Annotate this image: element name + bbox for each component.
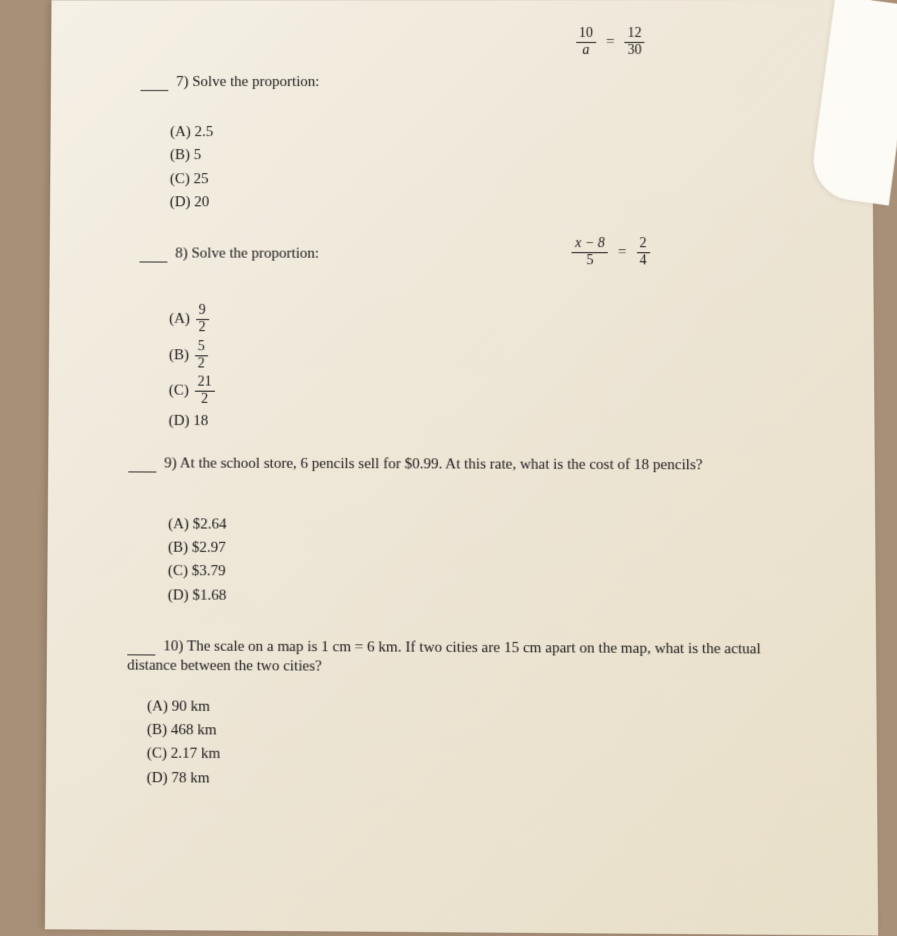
q8-option-d[interactable]: (D) 18: [169, 412, 834, 432]
q7-option-a[interactable]: (A) 2.5: [170, 121, 832, 145]
equals-sign: =: [618, 244, 627, 261]
q8-lhs-den: 5: [572, 253, 608, 269]
q8-option-b[interactable]: (B) 52: [169, 339, 834, 374]
q8-options: (A) 92 (B) 52 (C) 212 (D) 18: [169, 303, 834, 432]
q9-options: (A) $2.64 (B) $2.97 (C) $3.79 (D) $1.68: [168, 513, 835, 611]
q7-options: (A) 2.5 (B) 5 (C) 25 (D) 20: [170, 121, 833, 215]
q8-lhs-num: x − 8: [572, 236, 608, 253]
q7-lhs-den: a: [576, 43, 596, 59]
q9-option-a[interactable]: (A) $2.64: [168, 513, 835, 539]
q10-options: (A) 90 km (B) 468 km (C) 2.17 km (D) 78 …: [147, 695, 837, 794]
q10-prompt-line1: The scale on a map is 1 cm = 6 km. If tw…: [187, 638, 761, 657]
q8-prompt: Solve the proportion:: [191, 246, 319, 262]
q7-equation: 10 a = 12 30: [390, 25, 832, 59]
q7-rhs-den: 30: [625, 43, 645, 59]
q8-option-c[interactable]: (C) 212: [169, 374, 834, 410]
answer-blank[interactable]: [128, 456, 156, 472]
q7-lhs-num: 10: [576, 26, 596, 43]
q9-number: 9): [164, 455, 177, 471]
q9-option-d[interactable]: (D) $1.68: [168, 584, 835, 611]
answer-blank[interactable]: [127, 639, 155, 655]
answer-blank[interactable]: [139, 247, 167, 263]
q8-rhs-den: 4: [637, 254, 650, 270]
q7-prompt: Solve the proportion:: [192, 74, 319, 90]
question-10: 10) The scale on a map is 1 cm = 6 km. I…: [106, 638, 836, 795]
worksheet-page: 10 a = 12 30 7) Solve the proportion: (A…: [45, 0, 878, 936]
question-7: 7) Solve the proportion: (A) 2.5 (B) 5 (…: [110, 74, 833, 215]
equals-sign: =: [606, 34, 615, 51]
q10-prompt-line2: distance between the two cities?: [127, 657, 835, 678]
q9-prompt: At the school store, 6 pencils sell for …: [180, 455, 703, 473]
q7-option-d[interactable]: (D) 20: [170, 191, 833, 215]
question-8: 8) Solve the proportion: (A) 92 (B) 52 (…: [109, 246, 834, 432]
q9-option-b[interactable]: (B) $2.97: [168, 537, 835, 563]
q8-number: 8): [175, 246, 188, 262]
q10-option-d[interactable]: (D) 78 km: [147, 766, 837, 794]
q7-rhs-num: 12: [625, 26, 645, 43]
q9-option-c[interactable]: (C) $3.79: [168, 560, 835, 587]
q8-option-a[interactable]: (A) 92: [169, 303, 833, 338]
q7-option-b[interactable]: (B) 5: [170, 145, 832, 169]
q7-number: 7): [176, 74, 189, 90]
q8-rhs-num: 2: [637, 236, 650, 253]
answer-blank[interactable]: [140, 75, 168, 91]
question-9: 9) At the school store, 6 pencils sell f…: [107, 455, 835, 611]
q10-number: 10): [163, 638, 183, 654]
q7-option-c[interactable]: (C) 25: [170, 168, 833, 192]
